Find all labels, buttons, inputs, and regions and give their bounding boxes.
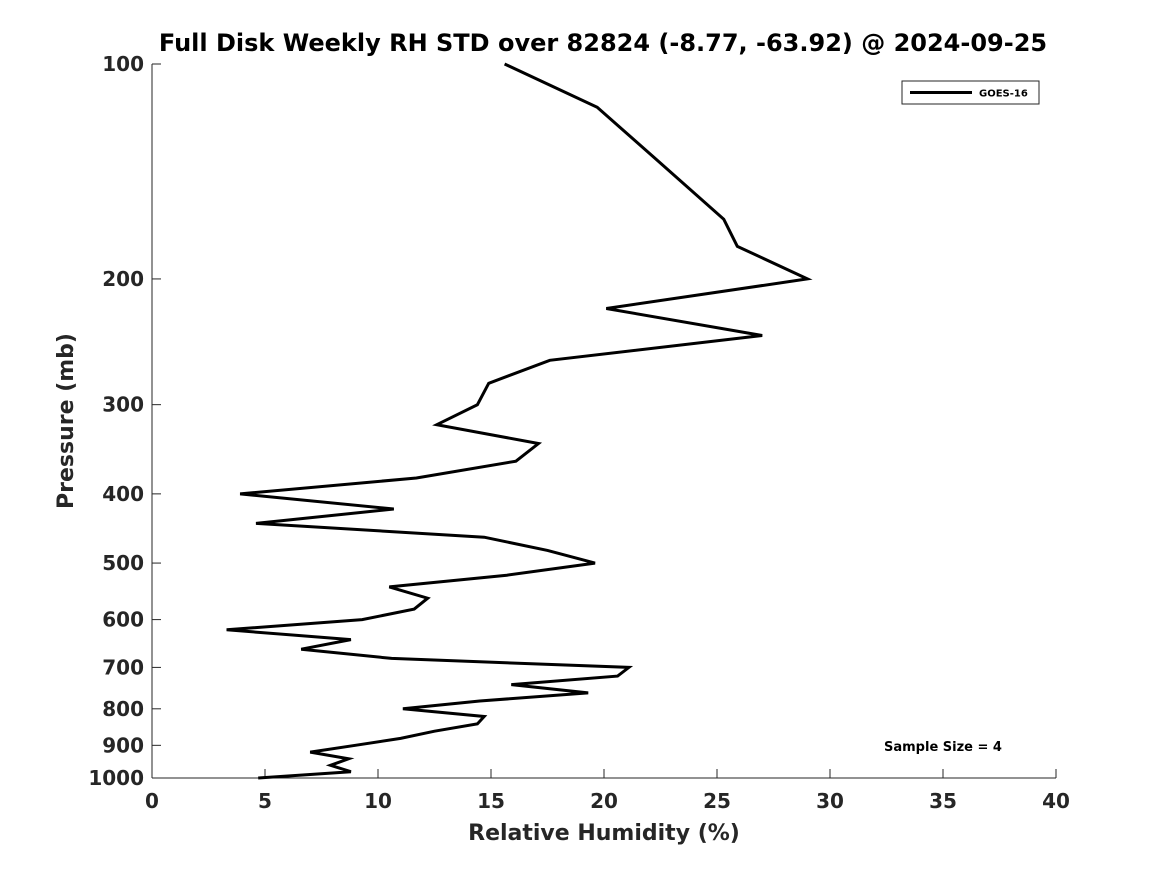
x-tick-label: 0 [145, 789, 159, 813]
y-tick-label: 200 [102, 267, 144, 291]
x-tick-label: 5 [258, 789, 272, 813]
x-tick-label: 30 [816, 789, 844, 813]
x-ticks: 0 5 10 15 20 25 30 35 40 [145, 769, 1070, 813]
y-tick-label: 600 [102, 608, 144, 632]
y-tick-label: 900 [102, 733, 144, 757]
y-tick-label: 800 [102, 697, 144, 721]
y-tick-label: 500 [102, 551, 144, 575]
x-tick-label: 40 [1042, 789, 1070, 813]
plot-area: 0 5 10 15 20 25 30 35 40 100 200 300 400 500 600 700 80… [88, 52, 1070, 813]
x-tick-label: 35 [929, 789, 957, 813]
chart-title: Full Disk Weekly RH STD over 82824 (-8.7… [159, 29, 1047, 57]
sample-size-annotation: Sample Size = 4 [884, 740, 1002, 755]
y-tick-label: 1000 [88, 766, 144, 790]
legend: GOES-16 [901, 80, 1040, 105]
y-ticks: 100 200 300 400 500 600 700 800 900 1000 [88, 52, 161, 790]
y-axis-label: Pressure (mb) [54, 333, 79, 509]
y-tick-label: 700 [102, 655, 144, 679]
y-tick-label: 300 [102, 393, 144, 417]
x-tick-label: 20 [590, 789, 618, 813]
series-line-goes-16 [226, 62, 813, 780]
x-tick-label: 10 [364, 789, 392, 813]
x-axis-label: Relative Humidity (%) [468, 821, 740, 846]
y-tick-label: 100 [102, 52, 144, 76]
x-tick-label: 15 [477, 789, 505, 813]
legend-label-goes-16: GOES-16 [979, 89, 1028, 100]
y-tick-label: 400 [102, 482, 144, 506]
x-tick-label: 25 [703, 789, 731, 813]
